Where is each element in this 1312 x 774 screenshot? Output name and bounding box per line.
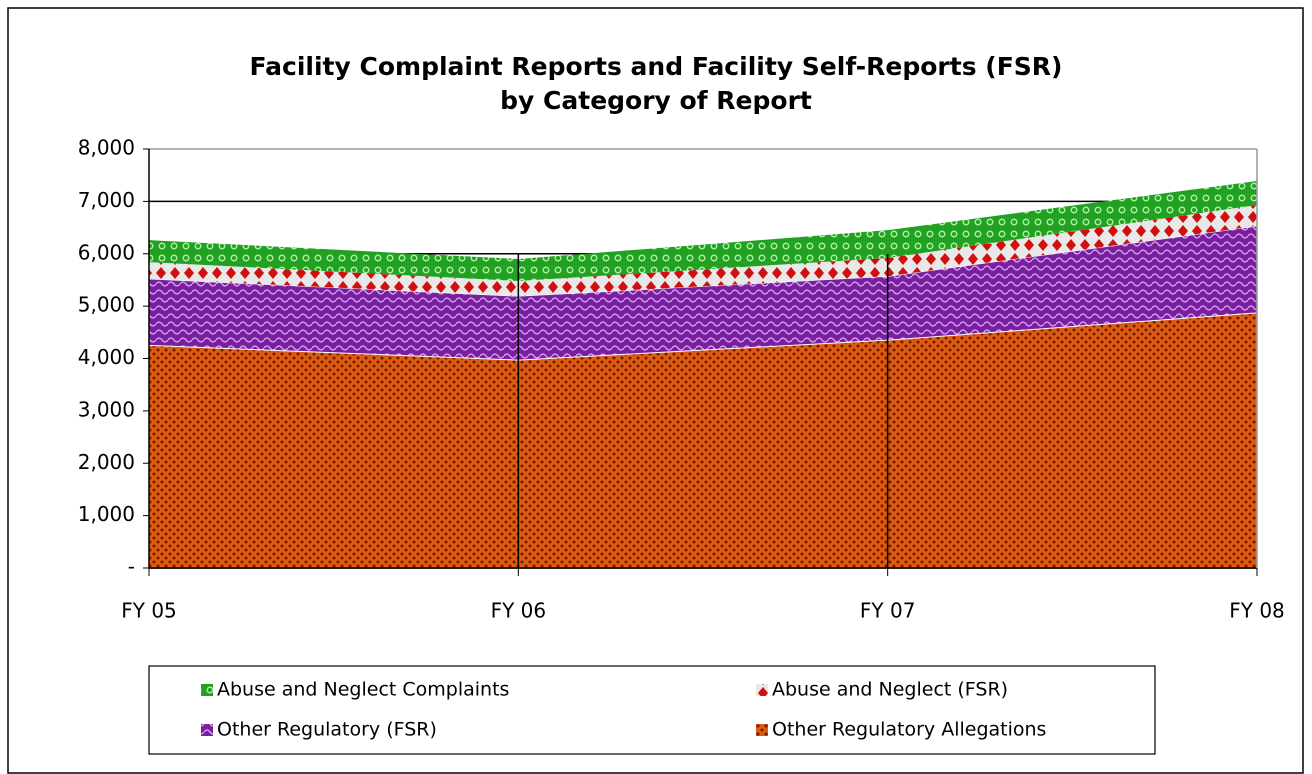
y-tick-label: 2,000 xyxy=(78,450,135,474)
y-tick-label: 8,000 xyxy=(78,136,135,160)
y-tick-label: 3,000 xyxy=(78,397,135,421)
y-tick-label: - xyxy=(128,555,135,579)
area xyxy=(149,180,1257,281)
y-tick-label: 1,000 xyxy=(78,502,135,526)
chart-title: Facility Complaint Reports and Facility … xyxy=(250,52,1063,81)
x-tick-label: FY 06 xyxy=(491,599,547,623)
legend-swatch xyxy=(756,724,768,736)
legend-label: Abuse and Neglect Complaints xyxy=(217,679,509,701)
legend-label: Other Regulatory (FSR) xyxy=(217,719,437,741)
x-tick-label: FY 05 xyxy=(121,599,177,623)
y-tick-label: 6,000 xyxy=(78,240,135,264)
chart-title: by Category of Report xyxy=(500,86,812,115)
legend-box xyxy=(148,665,1156,755)
x-tick-label: FY 07 xyxy=(860,599,916,623)
legend-swatch xyxy=(201,724,213,736)
legend-label: Other Regulatory Allegations xyxy=(772,719,1046,741)
area xyxy=(149,312,1257,568)
legend-swatch xyxy=(201,684,213,696)
y-tick-label: 5,000 xyxy=(78,293,135,317)
y-tick-label: 4,000 xyxy=(78,345,135,369)
legend-label: Abuse and Neglect (FSR) xyxy=(772,679,1008,701)
y-tick-label: 7,000 xyxy=(78,188,135,212)
x-tick-label: FY 08 xyxy=(1229,599,1285,623)
legend-swatch xyxy=(756,684,768,696)
area xyxy=(149,205,1257,297)
